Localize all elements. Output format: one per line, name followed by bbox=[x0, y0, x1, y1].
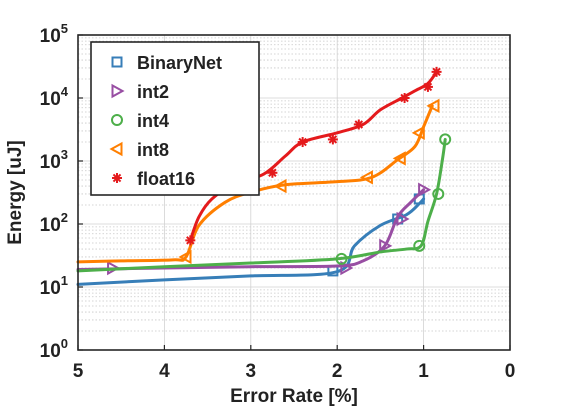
data-point bbox=[399, 93, 410, 103]
plot-frame bbox=[77, 34, 511, 351]
y-tick-label: 101 bbox=[40, 273, 68, 299]
series-line bbox=[188, 70, 439, 242]
legend-item: int8 bbox=[109, 140, 169, 160]
series-int4 bbox=[76, 133, 452, 273]
x-tick-label: 4 bbox=[159, 361, 170, 382]
legend-item: BinaryNet bbox=[111, 53, 222, 73]
data-point bbox=[392, 151, 406, 166]
data-point bbox=[422, 81, 433, 92]
legend-marker bbox=[109, 141, 123, 157]
y-tick-label: 104 bbox=[40, 84, 69, 110]
data-point bbox=[178, 249, 192, 265]
data-point bbox=[327, 134, 338, 145]
data-point bbox=[353, 119, 364, 130]
y-tick-label: 103 bbox=[40, 147, 68, 173]
data-point bbox=[426, 98, 440, 114]
data-point bbox=[396, 211, 410, 227]
x-tick-label: 5 bbox=[73, 361, 84, 382]
legend-marker bbox=[111, 114, 123, 126]
data-point bbox=[273, 178, 287, 194]
legend-marker bbox=[111, 83, 125, 99]
y-tick-label: 102 bbox=[40, 210, 68, 236]
legend-item: int2 bbox=[111, 82, 169, 102]
data-point bbox=[413, 239, 426, 252]
legend-marker bbox=[112, 173, 122, 183]
x-tick-label: 3 bbox=[246, 361, 257, 382]
series-line bbox=[76, 197, 426, 286]
legend-label: int4 bbox=[137, 111, 169, 131]
y-axis-title: Energy [uJ] bbox=[5, 140, 26, 245]
data-point bbox=[431, 66, 442, 77]
tick-labels: 5 4 3 2 1 0 100 101 102 103 104 105 bbox=[40, 21, 516, 382]
x-tick-label: 0 bbox=[505, 361, 516, 382]
data-point bbox=[439, 133, 452, 146]
legend-marker bbox=[111, 56, 123, 68]
legend-label: int2 bbox=[137, 82, 169, 102]
series-float16 bbox=[185, 66, 442, 246]
y-tick-label: 100 bbox=[40, 336, 68, 362]
series-int2 bbox=[76, 182, 432, 276]
data-point bbox=[359, 170, 373, 185]
data-point bbox=[267, 167, 278, 178]
x-axis-title: Error Rate [%] bbox=[230, 386, 358, 407]
x-tick-label: 2 bbox=[332, 361, 343, 382]
series-lines bbox=[76, 66, 452, 286]
legend-item: int4 bbox=[111, 111, 169, 131]
series-int8 bbox=[76, 98, 440, 265]
plot-box bbox=[77, 34, 511, 351]
data-point bbox=[379, 238, 393, 254]
data-point bbox=[297, 137, 308, 148]
legend-label: BinaryNet bbox=[137, 53, 222, 73]
x-tick-label: 1 bbox=[418, 361, 429, 382]
series-line bbox=[76, 104, 434, 264]
data-point bbox=[411, 125, 425, 141]
legend: BinaryNet int2 int4 int8 float16 bbox=[90, 41, 260, 196]
data-point bbox=[335, 252, 348, 265]
data-point bbox=[185, 235, 196, 246]
legend-item: float16 bbox=[112, 169, 195, 189]
data-point bbox=[432, 187, 445, 200]
legend-label: float16 bbox=[137, 169, 195, 189]
data-point bbox=[418, 182, 432, 197]
legend-label: int8 bbox=[137, 140, 169, 160]
data-point bbox=[340, 260, 354, 276]
series-line bbox=[76, 188, 426, 271]
y-tick-label: 105 bbox=[40, 21, 68, 47]
